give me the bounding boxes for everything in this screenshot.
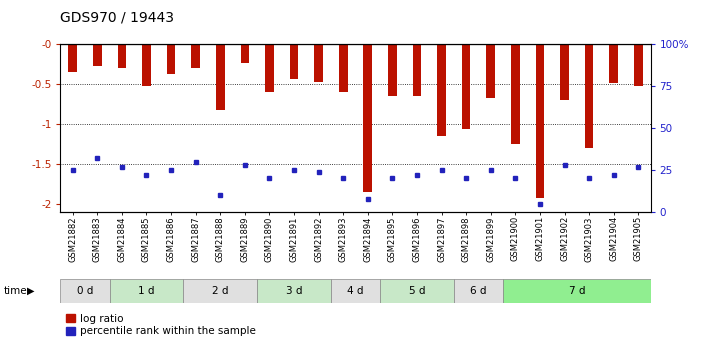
Legend: log ratio, percentile rank within the sample: log ratio, percentile rank within the sa…	[65, 314, 256, 336]
Text: GDS970 / 19443: GDS970 / 19443	[60, 10, 174, 24]
Bar	[462, 44, 471, 129]
Bar	[265, 44, 274, 92]
Bar	[117, 44, 127, 68]
Bar	[257, 279, 331, 303]
Bar	[191, 44, 200, 68]
Text: 2 d: 2 d	[212, 286, 228, 296]
Bar	[437, 44, 446, 136]
Text: 0 d: 0 d	[77, 286, 93, 296]
Text: time: time	[4, 286, 27, 296]
Bar	[60, 279, 109, 303]
Bar	[109, 279, 183, 303]
Bar	[68, 44, 77, 72]
Bar	[511, 44, 520, 144]
Bar	[289, 44, 299, 79]
Bar	[454, 279, 503, 303]
Bar	[240, 44, 249, 63]
Bar	[503, 279, 651, 303]
Bar	[183, 279, 257, 303]
Bar	[380, 279, 454, 303]
Bar	[93, 44, 102, 66]
Bar	[331, 279, 380, 303]
Bar	[363, 44, 372, 192]
Text: 7 d: 7 d	[569, 286, 585, 296]
Text: 1 d: 1 d	[138, 286, 155, 296]
Bar	[486, 44, 495, 98]
Bar	[412, 44, 422, 96]
Bar	[388, 44, 397, 96]
Text: 6 d: 6 d	[470, 286, 487, 296]
Bar	[560, 44, 569, 100]
Bar	[609, 44, 618, 83]
Bar	[339, 44, 348, 92]
Text: 5 d: 5 d	[409, 286, 425, 296]
Bar	[142, 44, 151, 86]
Text: 4 d: 4 d	[347, 286, 364, 296]
Bar	[167, 44, 176, 75]
Bar	[535, 44, 544, 198]
Bar	[216, 44, 225, 110]
Text: 3 d: 3 d	[286, 286, 302, 296]
Bar	[314, 44, 323, 82]
Bar	[634, 44, 643, 86]
Text: ▶: ▶	[27, 286, 35, 296]
Bar	[584, 44, 594, 148]
